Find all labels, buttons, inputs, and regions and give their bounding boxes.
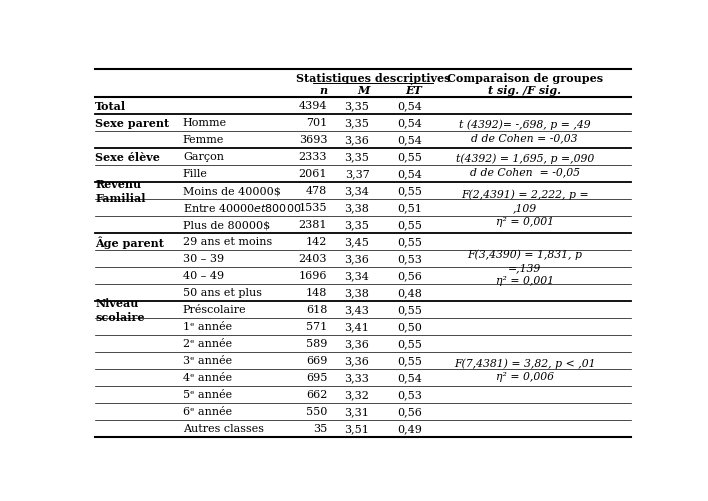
Text: 40 – 49: 40 – 49 <box>183 271 224 281</box>
Text: 0,55: 0,55 <box>397 339 422 349</box>
Text: Sexe élève: Sexe élève <box>95 151 160 162</box>
Text: M: M <box>357 84 370 95</box>
Text: 2061: 2061 <box>299 169 327 179</box>
Text: 0,53: 0,53 <box>397 254 422 264</box>
Text: 35: 35 <box>313 423 327 433</box>
Text: Préscolaire: Préscolaire <box>183 305 246 315</box>
Text: 3,32: 3,32 <box>345 390 370 400</box>
Text: 3,38: 3,38 <box>345 203 370 213</box>
Text: 701: 701 <box>306 118 327 128</box>
Text: Entre 40000$ et 80000$: Entre 40000$ et 80000$ <box>183 202 302 214</box>
Text: 3,37: 3,37 <box>345 169 370 179</box>
Text: 571: 571 <box>306 322 327 332</box>
Text: Total: Total <box>95 101 126 112</box>
Text: 1696: 1696 <box>299 271 327 281</box>
Text: 662: 662 <box>306 390 327 400</box>
Text: 3,43: 3,43 <box>345 305 370 315</box>
Text: 3,34: 3,34 <box>345 186 370 196</box>
Text: 0,55: 0,55 <box>397 186 422 196</box>
Text: 2333: 2333 <box>299 152 327 162</box>
Text: 2403: 2403 <box>299 254 327 264</box>
Text: 142: 142 <box>306 237 327 247</box>
Text: Femme: Femme <box>183 135 224 145</box>
Text: 3693: 3693 <box>299 135 327 145</box>
Text: t sig. /​F sig.: t sig. /​F sig. <box>489 84 561 95</box>
Text: 0,51: 0,51 <box>397 203 422 213</box>
Text: 0,54: 0,54 <box>397 118 422 128</box>
Text: 0,54: 0,54 <box>397 169 422 179</box>
Text: 3,36: 3,36 <box>345 356 370 366</box>
Text: 0,54: 0,54 <box>397 101 422 111</box>
Text: 0,56: 0,56 <box>397 407 422 416</box>
Text: Statistiques descriptives: Statistiques descriptives <box>296 73 450 84</box>
Text: 3,35: 3,35 <box>345 220 370 230</box>
Text: 1ᵉ année: 1ᵉ année <box>183 322 232 332</box>
Text: 30 – 39: 30 – 39 <box>183 254 224 264</box>
Text: Autres classes: Autres classes <box>183 423 264 433</box>
Text: Âge parent: Âge parent <box>95 235 164 248</box>
Text: 3,36: 3,36 <box>345 135 370 145</box>
Text: 0,55: 0,55 <box>397 237 422 247</box>
Text: Moins de 40000$: Moins de 40000$ <box>183 186 281 196</box>
Text: 1535: 1535 <box>299 203 327 213</box>
Text: 3,35: 3,35 <box>345 101 370 111</box>
Text: 0,50: 0,50 <box>397 322 422 332</box>
Text: 0,56: 0,56 <box>397 271 422 281</box>
Text: F(7,4381) = 3,82, p < ,01
η² = 0,006: F(7,4381) = 3,82, p < ,01 η² = 0,006 <box>454 357 595 381</box>
Text: 3,31: 3,31 <box>345 407 370 416</box>
Text: 29 ans et moins: 29 ans et moins <box>183 237 272 247</box>
Text: 0,49: 0,49 <box>397 423 422 433</box>
Text: Revenu
Familial: Revenu Familial <box>95 178 146 203</box>
Text: 0,53: 0,53 <box>397 390 422 400</box>
Text: 2ᵉ année: 2ᵉ année <box>183 339 232 349</box>
Text: 618: 618 <box>306 305 327 315</box>
Text: 3,35: 3,35 <box>345 118 370 128</box>
Text: 4ᵉ année: 4ᵉ année <box>183 373 232 383</box>
Text: 0,55: 0,55 <box>397 356 422 366</box>
Text: 669: 669 <box>306 356 327 366</box>
Text: 50 ans et plus: 50 ans et plus <box>183 288 262 298</box>
Text: 3,35: 3,35 <box>345 152 370 162</box>
Text: 3,38: 3,38 <box>345 288 370 298</box>
Text: 0,54: 0,54 <box>397 135 422 145</box>
Text: F(3,4390) = 1,831, p
=,139
η² = 0,001: F(3,4390) = 1,831, p =,139 η² = 0,001 <box>467 249 582 286</box>
Text: ÉT: ÉT <box>406 84 422 95</box>
Text: 3,36: 3,36 <box>345 339 370 349</box>
Text: 148: 148 <box>306 288 327 298</box>
Text: 3,41: 3,41 <box>345 322 370 332</box>
Text: 3,45: 3,45 <box>345 237 370 247</box>
Text: 2381: 2381 <box>299 220 327 230</box>
Text: 5ᵉ année: 5ᵉ année <box>183 390 232 400</box>
Text: 478: 478 <box>306 186 327 196</box>
Text: 4394: 4394 <box>299 101 327 111</box>
Text: 6ᵉ année: 6ᵉ année <box>183 407 232 416</box>
Text: 0,55: 0,55 <box>397 152 422 162</box>
Text: 550: 550 <box>306 407 327 416</box>
Text: Comparaison de groupes: Comparaison de groupes <box>447 73 603 84</box>
Text: 0,55: 0,55 <box>397 305 422 315</box>
Text: t (4392)= -,698, p = ,49
d de Cohen = -0,03: t (4392)= -,698, p = ,49 d de Cohen = -0… <box>459 120 590 143</box>
Text: 695: 695 <box>306 373 327 383</box>
Text: 3,33: 3,33 <box>345 373 370 383</box>
Text: Homme: Homme <box>183 118 227 128</box>
Text: 3,36: 3,36 <box>345 254 370 264</box>
Text: Fille: Fille <box>183 169 207 179</box>
Text: 589: 589 <box>306 339 327 349</box>
Text: 0,54: 0,54 <box>397 373 422 383</box>
Text: 0,48: 0,48 <box>397 288 422 298</box>
Text: 3ᵉ année: 3ᵉ année <box>183 356 232 366</box>
Text: 3,51: 3,51 <box>345 423 370 433</box>
Text: Garçon: Garçon <box>183 152 224 162</box>
Text: n: n <box>319 84 327 95</box>
Text: F(2,4391) = 2,222, p =
,109
η² = 0,001: F(2,4391) = 2,222, p = ,109 η² = 0,001 <box>461 189 588 226</box>
Text: Sexe parent: Sexe parent <box>95 118 169 128</box>
Text: 0,55: 0,55 <box>397 220 422 230</box>
Text: Plus de 80000$: Plus de 80000$ <box>183 220 270 230</box>
Text: t(4392) = 1,695, p =,090
d de Cohen  = -0,05: t(4392) = 1,695, p =,090 d de Cohen = -0… <box>455 154 594 177</box>
Text: 3,34: 3,34 <box>345 271 370 281</box>
Text: Niveau
scolaire: Niveau scolaire <box>95 298 144 322</box>
